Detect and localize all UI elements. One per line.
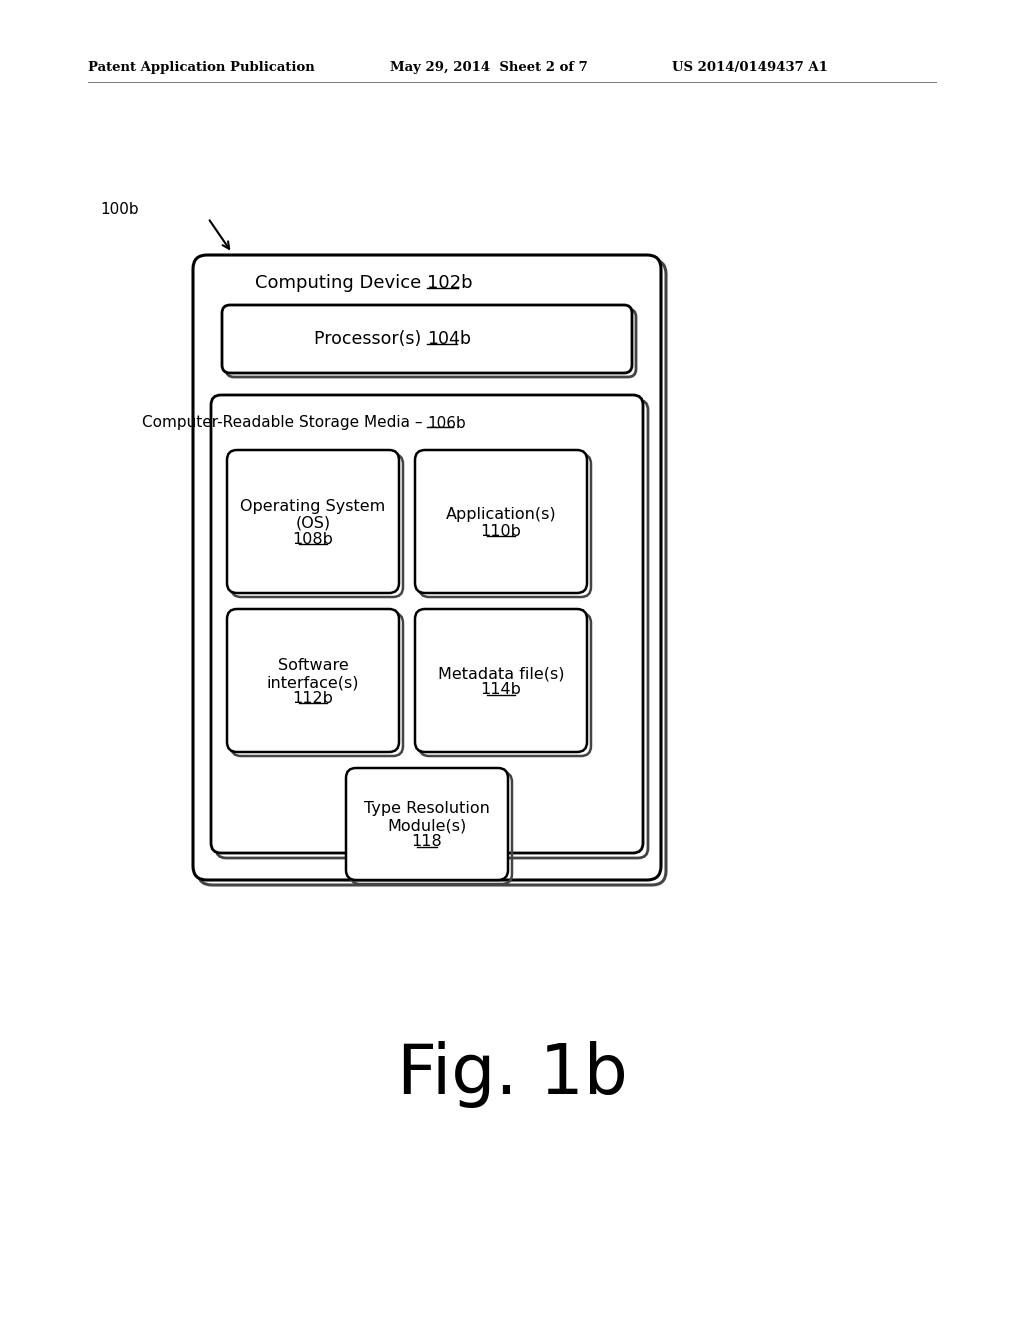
Text: Module(s): Module(s) xyxy=(387,818,467,833)
Text: May 29, 2014  Sheet 2 of 7: May 29, 2014 Sheet 2 of 7 xyxy=(390,62,588,74)
Text: 110b: 110b xyxy=(480,524,521,539)
Text: 108b: 108b xyxy=(293,532,334,546)
Text: Application(s): Application(s) xyxy=(445,507,556,523)
Text: Metadata file(s): Metadata file(s) xyxy=(437,667,564,681)
FancyBboxPatch shape xyxy=(227,609,399,752)
FancyBboxPatch shape xyxy=(193,255,662,880)
Text: 102b: 102b xyxy=(427,275,473,292)
Text: Processor(s): Processor(s) xyxy=(314,330,427,348)
FancyBboxPatch shape xyxy=(211,395,643,853)
FancyBboxPatch shape xyxy=(227,450,399,593)
Text: 112b: 112b xyxy=(293,690,334,706)
Text: Software: Software xyxy=(278,657,348,673)
Text: 100b: 100b xyxy=(100,202,138,218)
FancyBboxPatch shape xyxy=(346,768,508,880)
FancyBboxPatch shape xyxy=(415,609,587,752)
Text: 106b: 106b xyxy=(427,416,466,430)
Text: US 2014/0149437 A1: US 2014/0149437 A1 xyxy=(672,62,827,74)
FancyBboxPatch shape xyxy=(222,305,632,374)
Text: 114b: 114b xyxy=(480,682,521,697)
Text: 118: 118 xyxy=(412,834,442,850)
Text: Type Resolution: Type Resolution xyxy=(365,801,489,817)
Text: Operating System: Operating System xyxy=(241,499,386,513)
Text: interface(s): interface(s) xyxy=(266,675,359,690)
Text: 104b: 104b xyxy=(427,330,471,348)
FancyBboxPatch shape xyxy=(415,450,587,593)
Text: Computing Device: Computing Device xyxy=(255,275,427,292)
Text: Computer-Readable Storage Media –: Computer-Readable Storage Media – xyxy=(141,416,427,430)
Text: (OS): (OS) xyxy=(296,516,331,531)
Text: Fig. 1b: Fig. 1b xyxy=(396,1041,628,1109)
Text: Patent Application Publication: Patent Application Publication xyxy=(88,62,314,74)
